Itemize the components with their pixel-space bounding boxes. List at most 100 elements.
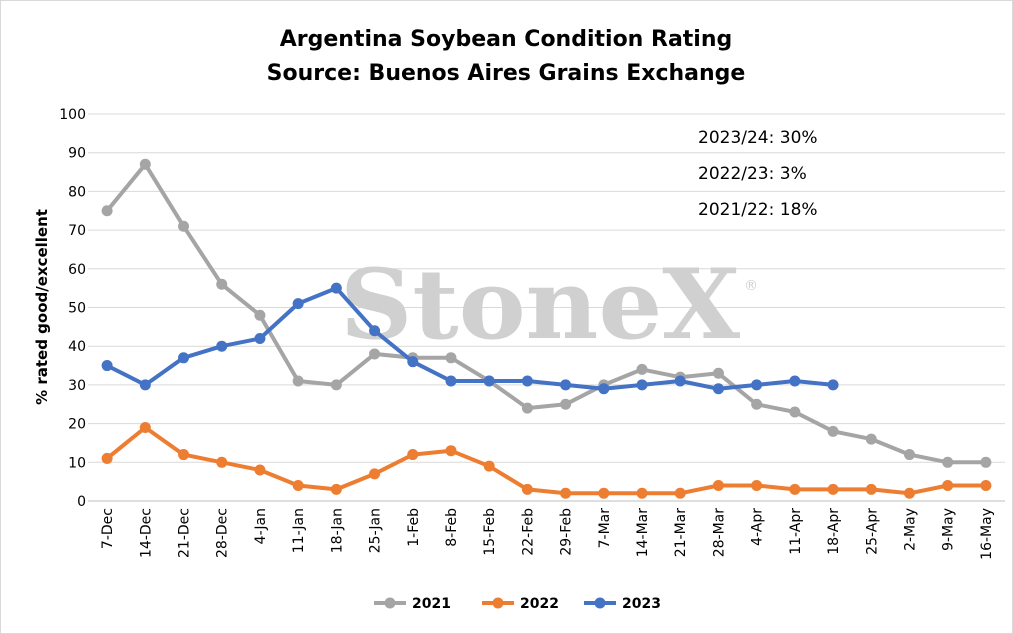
legend-label: 2023 (622, 596, 661, 612)
watermark: StoneX ® (340, 248, 758, 361)
data-point-2021 (178, 220, 190, 232)
data-point-2022 (216, 456, 228, 468)
series-2021 (101, 158, 992, 468)
data-point-2021 (101, 205, 113, 217)
x-tick-label: 14-Mar (635, 508, 651, 558)
legend-item-2023: 2023 (584, 596, 661, 612)
data-point-2022 (139, 421, 151, 433)
data-point-2022 (636, 487, 648, 499)
series-2022 (101, 421, 992, 499)
chart-title: Argentina Soybean Condition Rating (280, 27, 733, 52)
legend-item-2022: 2022 (482, 596, 559, 612)
y-tick-label: 30 (68, 378, 86, 394)
x-axis-ticks: 7-Dec 14-Dec 21-Dec 28-Dec 4-Jan 11-Jan 18-Jan… (100, 508, 995, 560)
data-point-2023 (254, 332, 266, 344)
x-tick-label: 28-Dec (215, 508, 231, 558)
data-point-2023 (751, 379, 763, 391)
annotations: 2023/24: 30% 2022/23: 3% 2021/22: 18% (698, 128, 818, 220)
data-point-2021 (369, 348, 381, 360)
data-point-2021 (942, 456, 954, 468)
data-point-2022 (521, 483, 533, 495)
x-tick-label: 28-Mar (711, 508, 727, 558)
data-point-2022 (483, 460, 495, 472)
x-tick-label: 4-Jan (253, 508, 269, 544)
x-tick-label: 11-Apr (788, 508, 804, 555)
data-point-2023 (407, 356, 419, 368)
x-tick-label: 18-Apr (826, 508, 842, 555)
data-point-2022 (827, 483, 839, 495)
y-tick-label: 50 (68, 301, 86, 317)
x-tick-label: 21-Dec (177, 508, 193, 558)
x-tick-label: 15-Feb (482, 508, 498, 556)
series-2023 (101, 282, 839, 395)
data-point-2022 (292, 480, 304, 492)
x-tick-label: 14-Dec (138, 508, 154, 558)
legend: 2021 2022 2023 (374, 596, 661, 612)
data-point-2022 (560, 487, 572, 499)
data-point-2021 (980, 456, 992, 468)
series-line-2022 (105, 425, 988, 496)
data-point-2022 (598, 487, 610, 499)
x-tick-label: 9-May (941, 508, 957, 551)
y-tick-label: 20 (68, 417, 86, 433)
x-tick-label: 7-Mar (597, 508, 613, 549)
x-tick-label: 29-Feb (559, 508, 575, 556)
data-point-2023 (101, 360, 113, 372)
y-axis-ticks: 0 10 20 30 40 50 60 70 80 90 100 (59, 107, 86, 510)
x-tick-label: 1-Feb (406, 508, 422, 547)
data-point-2022 (674, 487, 686, 499)
data-point-2021 (216, 278, 228, 290)
data-point-2021 (789, 406, 801, 418)
data-point-2023 (369, 325, 381, 337)
data-point-2022 (407, 449, 419, 461)
x-tick-label: 4-Apr (750, 508, 766, 546)
legend-swatch-marker (384, 597, 396, 609)
data-point-2022 (942, 480, 954, 492)
data-point-2021 (636, 363, 648, 375)
data-point-2023 (445, 375, 457, 387)
data-point-2022 (980, 480, 992, 492)
annotation-2021-22: 2021/22: 18% (698, 200, 818, 220)
data-point-2022 (101, 452, 113, 464)
legend-label: 2021 (412, 596, 451, 612)
data-point-2022 (751, 480, 763, 492)
data-point-2022 (903, 487, 915, 499)
y-tick-label: 70 (68, 223, 86, 239)
x-tick-label: 7-Dec (100, 508, 116, 549)
data-point-2023 (330, 282, 342, 294)
data-point-2022 (445, 445, 457, 457)
y-axis-label: % rated good/excellent (33, 209, 51, 405)
data-point-2023 (674, 375, 686, 387)
data-point-2022 (330, 483, 342, 495)
data-point-2023 (636, 379, 648, 391)
data-point-2023 (789, 375, 801, 387)
legend-item-2021: 2021 (374, 596, 451, 612)
data-point-2021 (330, 379, 342, 391)
data-point-2022 (369, 468, 381, 480)
legend-swatch-marker (492, 597, 504, 609)
data-point-2023 (521, 375, 533, 387)
watermark-registered-mark: ® (744, 278, 758, 294)
y-tick-label: 90 (68, 146, 86, 162)
data-point-2021 (254, 309, 266, 321)
data-point-2023 (178, 352, 190, 364)
data-point-2021 (292, 375, 304, 387)
data-point-2023 (483, 375, 495, 387)
legend-swatch-marker (594, 597, 606, 609)
data-point-2021 (521, 402, 533, 414)
legend-label: 2022 (520, 596, 559, 612)
data-point-2023 (598, 383, 610, 395)
y-tick-label: 0 (77, 494, 86, 510)
x-tick-label: 11-Jan (291, 508, 307, 553)
series-lines (101, 158, 992, 499)
series-line-2021 (105, 162, 988, 465)
data-point-2022 (865, 483, 877, 495)
data-point-2023 (827, 379, 839, 391)
annotation-2022-23: 2022/23: 3% (698, 164, 807, 184)
data-point-2021 (712, 367, 724, 379)
y-tick-label: 60 (68, 262, 86, 278)
data-point-2022 (254, 464, 266, 476)
data-point-2021 (903, 449, 915, 461)
